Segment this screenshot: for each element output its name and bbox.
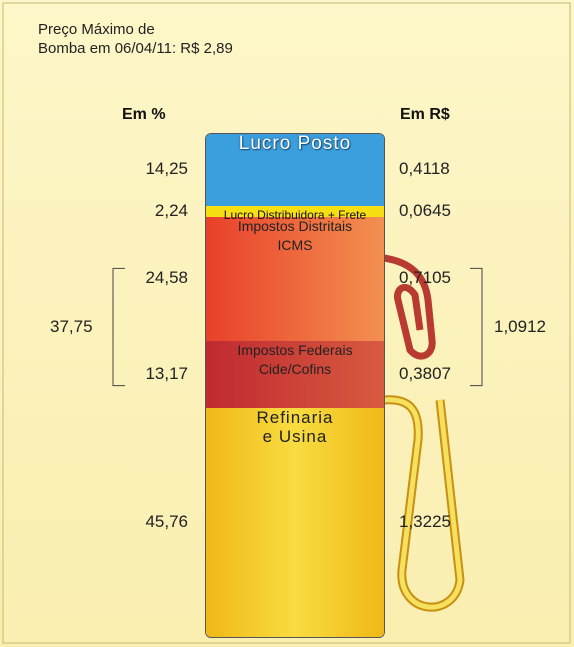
group-total-percent: 37,75 [50,317,93,337]
right-bracket [470,268,482,385]
left-header: Em % [122,106,166,124]
reais-label: 0,7105 [399,268,451,288]
segment: Lucro Distribuidora + Frete [206,206,384,217]
reais-label: 0,4118 [399,159,450,179]
segment: Impostos Federais Cide/Cofins [206,341,384,408]
segment-label: Impostos Federais Cide/Cofins [206,341,384,379]
reais-label: 1,3225 [399,512,451,532]
segment-label: Refinaria e Usina [206,408,384,446]
left-bracket [113,268,125,385]
percent-label: 14,25 [145,159,188,179]
segment: Refinaria e Usina [206,408,384,638]
reais-label: 0,0645 [399,201,451,221]
pump-hose [384,400,460,607]
percent-label: 45,76 [145,512,188,532]
segment: Lucro Posto [206,134,384,206]
segment: Impostos Distritais ICMS [206,217,384,341]
reais-label: 0,3807 [399,364,451,384]
segment-label: Lucro Posto [206,134,384,153]
infographic: Preço Máximo de Bomba em 06/04/11: R$ 2,… [0,0,574,647]
percent-label: 2,24 [155,201,188,221]
percent-label: 13,17 [145,364,188,384]
title: Preço Máximo de Bomba em 06/04/11: R$ 2,… [38,20,233,58]
percent-label: 24,58 [145,268,188,288]
right-header: Em R$ [400,106,450,124]
group-total-reais: 1,0912 [494,317,546,337]
